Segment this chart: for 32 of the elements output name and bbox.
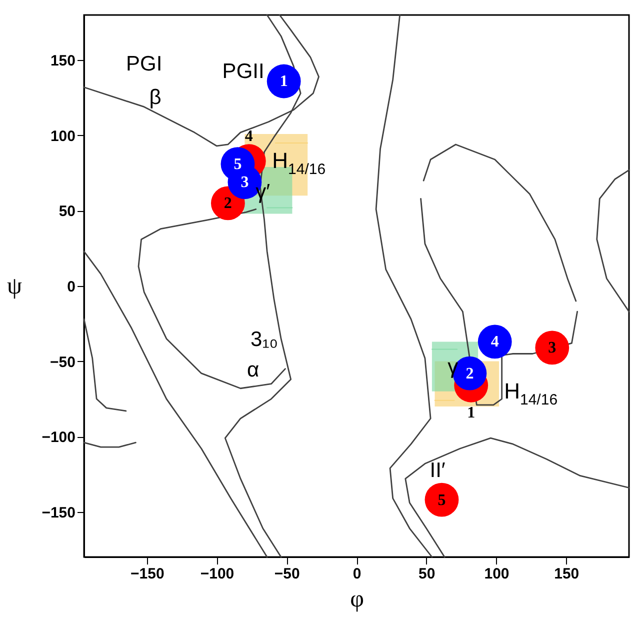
y-tick-label: 150	[50, 52, 76, 70]
x-tick-label: 50	[418, 566, 436, 582]
annotation: 1	[280, 73, 288, 90]
y-tick-label: −50	[50, 354, 76, 371]
y-tick-label: 100	[50, 128, 76, 145]
annotation: β	[149, 86, 162, 109]
annotation: 1	[467, 404, 476, 422]
x-axis-title: φ	[350, 586, 364, 612]
annotation: 4	[244, 128, 253, 146]
annotation: II′	[430, 459, 446, 482]
x-tick-label: 150	[554, 566, 580, 582]
x-tick-label: −50	[274, 566, 300, 582]
annotation: 5	[234, 156, 242, 174]
x-tick-label: −150	[130, 566, 164, 582]
annotation: PGI	[126, 52, 162, 76]
y-tick-label: 0	[67, 278, 76, 296]
annotation: 3	[548, 340, 556, 357]
y-tick-label: −150	[42, 504, 76, 522]
annotation: 3	[240, 174, 249, 192]
annotation: 2	[466, 365, 474, 382]
x-tick-label: 100	[484, 566, 510, 582]
x-tick-label: 0	[352, 566, 362, 582]
annotation: 2	[224, 195, 232, 212]
annotation: 3₁₀	[250, 328, 278, 352]
y-tick-label: 50	[58, 203, 76, 220]
y-tick-label: −100	[42, 429, 76, 446]
x-tick-label: −100	[200, 566, 234, 582]
y-axis-title: ψ	[6, 274, 22, 300]
annotation: PGII	[222, 60, 264, 84]
annotation: 5	[438, 492, 446, 509]
annotation: α	[247, 358, 260, 382]
annotation: 4	[490, 334, 499, 351]
